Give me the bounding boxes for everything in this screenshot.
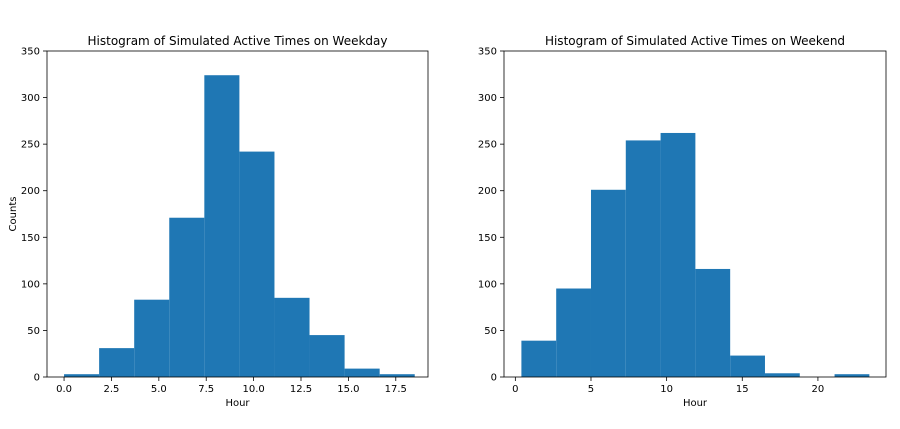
histogram-bar <box>204 75 240 378</box>
chart-title: Histogram of Simulated Active Times on W… <box>88 34 388 48</box>
histogram-bar <box>239 151 275 377</box>
histogram-bar <box>309 335 345 377</box>
x-tick-label: 15 <box>736 384 749 395</box>
y-tick-label: 0 <box>491 373 497 384</box>
x-tick-label: 12.5 <box>290 384 312 395</box>
histogram-bar <box>521 340 557 377</box>
y-tick-label: 50 <box>484 326 497 337</box>
histogram-bar <box>344 368 380 377</box>
y-tick-label: 150 <box>21 233 40 244</box>
y-tick-label: 350 <box>21 47 40 58</box>
y-tick-label: 250 <box>21 140 40 151</box>
y-tick-label: 250 <box>478 140 497 151</box>
x-tick-label: 15.0 <box>337 384 359 395</box>
x-axis-label: Hour <box>683 398 708 409</box>
histogram-bar <box>274 297 310 377</box>
axes-frame <box>503 50 887 378</box>
y-tick-label: 300 <box>478 93 497 104</box>
y-tick-label: 300 <box>21 93 40 104</box>
x-tick-label: 20 <box>812 384 825 395</box>
y-tick-label: 350 <box>478 47 497 58</box>
histogram-bar <box>764 373 800 377</box>
histogram-bar <box>99 348 135 377</box>
weekday-histogram: 0.0 2.5 5.0 7.5 10.0 12.5 15.0 17.5 0 50 100 150 200… <box>8 34 429 409</box>
x-tick-label: 0 <box>512 384 518 395</box>
y-tick-label: 0 <box>34 373 40 384</box>
histogram-bar <box>625 140 661 377</box>
x-axis-label: Hour <box>225 398 250 409</box>
y-tick-label: 50 <box>27 326 40 337</box>
y-tick-label: 200 <box>478 186 497 197</box>
axes-frame <box>46 50 429 378</box>
y-tick-label: 150 <box>478 233 497 244</box>
histogram-bar <box>379 374 415 377</box>
x-tick-label: 5 <box>588 384 594 395</box>
x-tick-label: 10.0 <box>242 384 264 395</box>
y-tick-label: 200 <box>21 186 40 197</box>
histogram-bar <box>730 355 765 377</box>
histogram-bar <box>169 217 205 377</box>
x-tick-label: 7.5 <box>198 384 214 395</box>
x-tick-label: 0.0 <box>56 384 72 395</box>
histogram-bar <box>556 288 591 377</box>
y-tick-label: 100 <box>478 279 497 290</box>
histogram-bar <box>695 268 731 377</box>
x-tick-label: 2.5 <box>103 384 119 395</box>
histogram-bar <box>134 299 170 377</box>
histogram-bar <box>660 132 696 377</box>
x-tick-label: 10 <box>660 384 673 395</box>
histogram-bar <box>834 374 870 377</box>
histogram-bar <box>590 189 626 377</box>
y-axis-label: Counts <box>8 197 19 232</box>
y-tick-label: 100 <box>21 279 40 290</box>
x-tick-label: 17.5 <box>385 384 407 395</box>
chart-title: Histogram of Simulated Active Times on W… <box>545 34 845 48</box>
histogram-bar <box>64 374 100 377</box>
x-tick-label: 5.0 <box>151 384 167 395</box>
